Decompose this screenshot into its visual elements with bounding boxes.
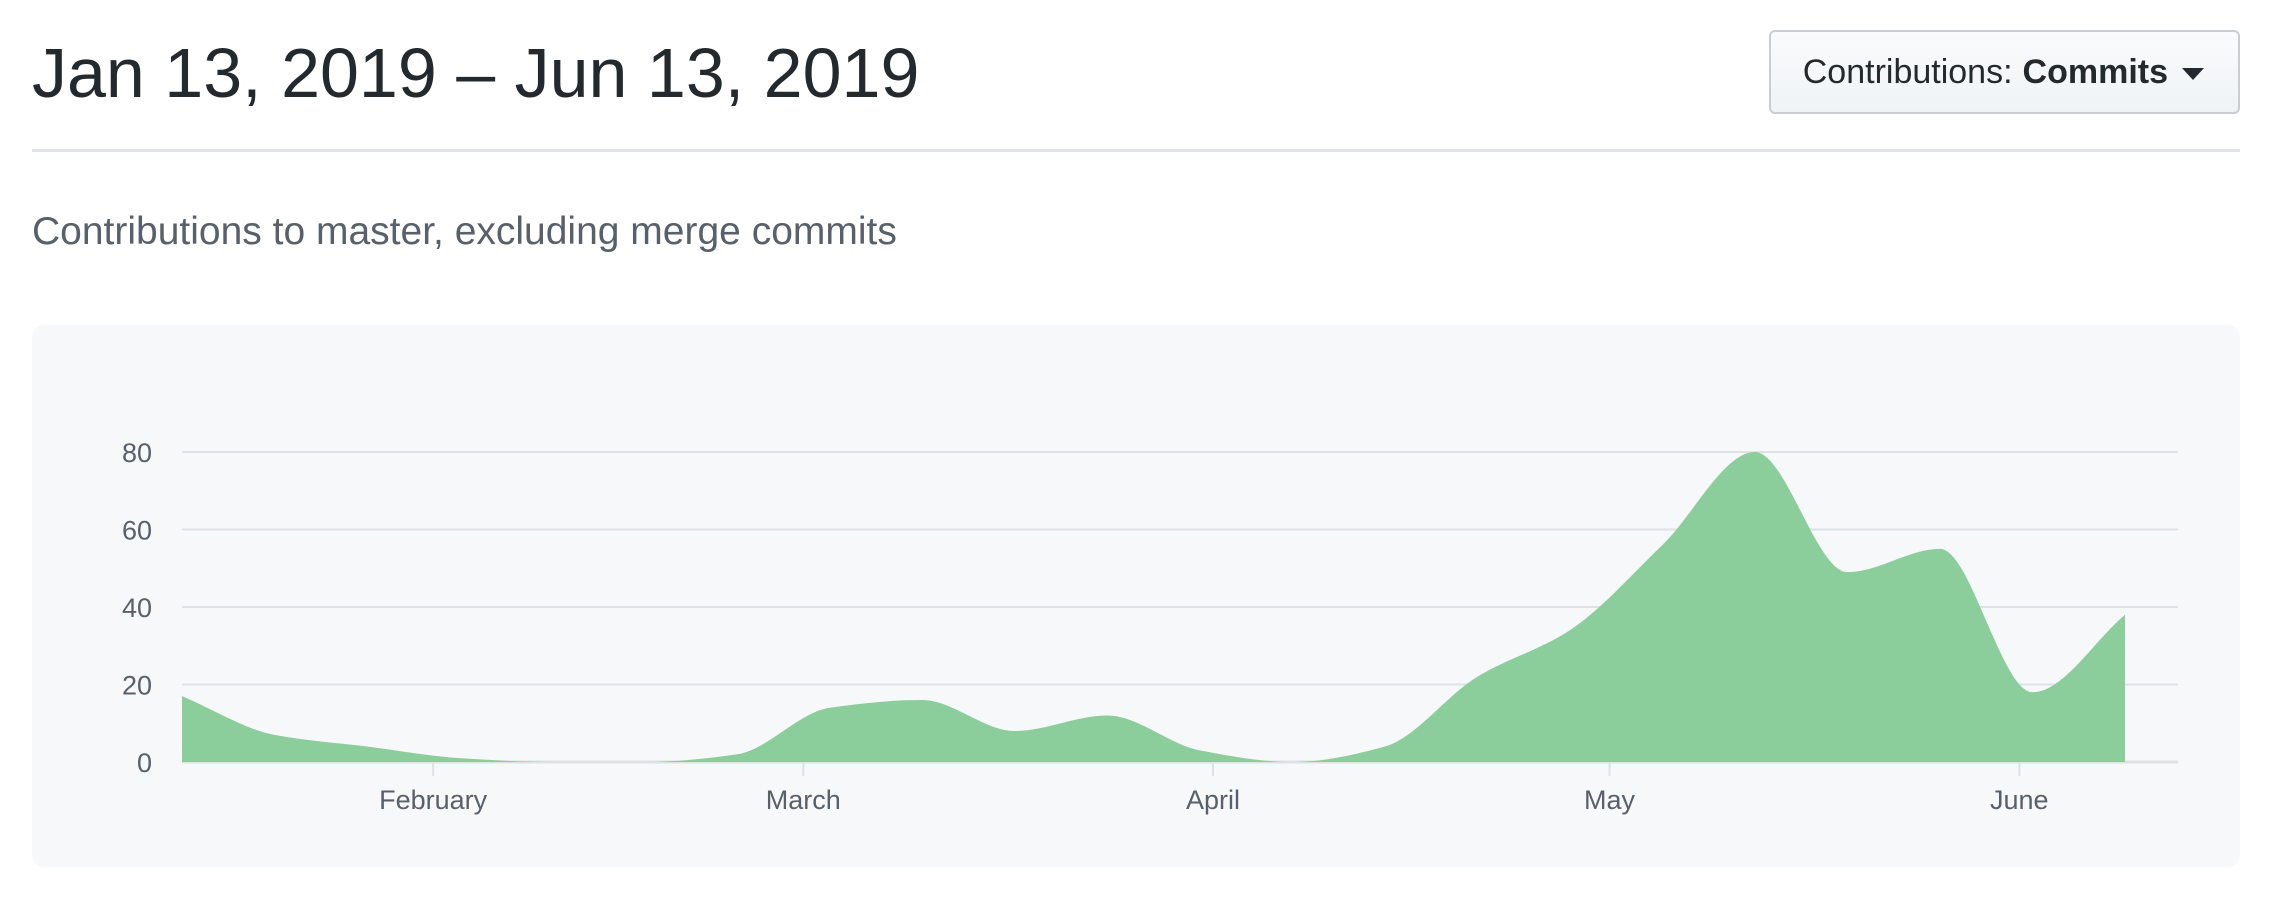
data-point-2019-05-19[interactable] bbox=[1837, 562, 1857, 582]
data-point-2019-05-05[interactable] bbox=[1652, 535, 1672, 555]
data-point-2019-02-03[interactable] bbox=[450, 748, 470, 768]
data-point-2019-02-17[interactable] bbox=[635, 752, 655, 772]
contributions-select-label: Contributions: bbox=[1802, 52, 2013, 91]
data-point-2019-03-03[interactable] bbox=[820, 698, 840, 718]
data-point-2019-01-27[interactable] bbox=[357, 737, 377, 757]
data-point-2019-03-31[interactable] bbox=[1190, 740, 1210, 760]
caret-down-icon bbox=[2182, 68, 2204, 80]
y-tick-label: 40 bbox=[122, 593, 152, 623]
page-header: Jan 13, 2019 – Jun 13, 2019 Contribution… bbox=[32, 0, 2240, 152]
data-point-2019-05-12[interactable] bbox=[1745, 442, 1765, 462]
data-point-2019-04-28[interactable] bbox=[1560, 620, 1580, 640]
data-point-2019-06-02[interactable] bbox=[2022, 682, 2042, 702]
data-point-2019-01-20[interactable] bbox=[265, 725, 285, 745]
y-tick-label: 60 bbox=[122, 516, 152, 546]
data-point-2019-03-24[interactable] bbox=[1097, 706, 1117, 726]
data-point-2019-04-07[interactable] bbox=[1282, 752, 1302, 772]
data-point-2019-04-14[interactable] bbox=[1375, 737, 1395, 757]
date-range-title: Jan 13, 2019 – Jun 13, 2019 bbox=[32, 34, 920, 112]
contributions-select-button[interactable]: Contributions: Commits bbox=[1768, 30, 2240, 114]
data-point-2019-06-09[interactable] bbox=[2115, 605, 2135, 625]
data-point-2019-03-17[interactable] bbox=[1005, 721, 1025, 741]
x-tick-label: April bbox=[1186, 785, 1240, 815]
x-tick-label: May bbox=[1584, 785, 1636, 815]
data-point-2019-05-26[interactable] bbox=[1930, 539, 1950, 559]
chart-container: 0 20 40 60 80 February March April May June bbox=[32, 325, 2240, 867]
contributions-area-chart: 0 20 40 60 80 February March April May June bbox=[122, 438, 2178, 815]
data-point-2019-02-24[interactable] bbox=[727, 744, 747, 764]
chart-subtitle: Contributions to master, excluding merge… bbox=[32, 210, 897, 253]
y-tick-label: 20 bbox=[122, 671, 152, 701]
y-tick-label: 0 bbox=[137, 748, 152, 778]
data-point-2019-01-13[interactable] bbox=[172, 686, 192, 706]
data-point-2019-04-21[interactable] bbox=[1467, 667, 1487, 687]
x-tick-label: March bbox=[766, 785, 841, 815]
x-tick-label: February bbox=[379, 785, 488, 815]
data-point-2019-02-10[interactable] bbox=[542, 752, 562, 772]
y-tick-label: 80 bbox=[122, 438, 152, 468]
x-tick-label: June bbox=[1990, 785, 2049, 815]
data-point-2019-03-10[interactable] bbox=[912, 690, 932, 710]
commits-area-series bbox=[182, 452, 2125, 762]
contributions-select-value: Commits bbox=[2022, 52, 2168, 91]
